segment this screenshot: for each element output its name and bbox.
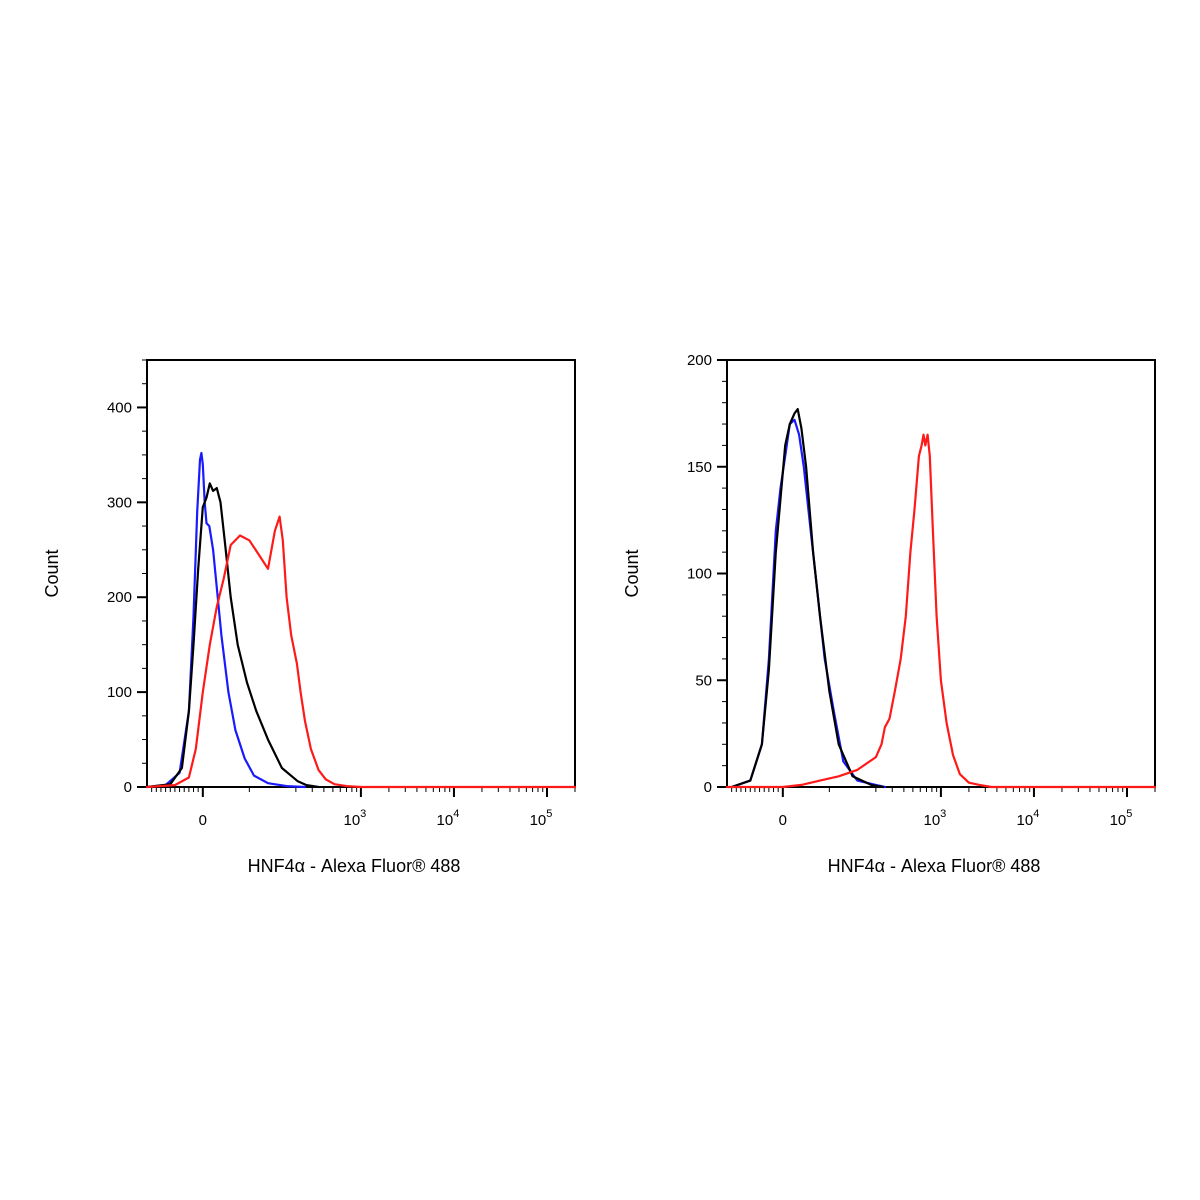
- y-axis-title: Count: [42, 549, 62, 597]
- x-tick-label: 105: [1110, 808, 1133, 829]
- y-tick-label: 100: [107, 684, 132, 701]
- histogram-series-2: [730, 408, 885, 789]
- y-tick-label: 200: [687, 352, 712, 369]
- y-tick-label: 200: [107, 589, 132, 606]
- y-tick-label: 50: [695, 672, 712, 689]
- x-tick-label: 0: [199, 812, 207, 829]
- histogram-series-3: [725, 433, 1157, 789]
- x-tick-label: 104: [437, 808, 460, 829]
- x-axis-title: HNF4α - Alexa Fluor® 488: [248, 856, 461, 876]
- x-tick-label: 104: [1017, 808, 1040, 829]
- y-tick-label: 0: [704, 779, 712, 796]
- y-tick-label: 400: [107, 399, 132, 416]
- y-axis-title: Count: [622, 549, 642, 597]
- x-tick-label: 103: [923, 808, 946, 829]
- histogram-panel-1: 0 100 200 300 400 0 103 104 105 Count HNF4α - Alex…: [42, 359, 577, 876]
- y-tick-label: 0: [124, 779, 132, 796]
- histogram-series-1: [145, 451, 306, 789]
- y-tick-label: 100: [687, 566, 712, 583]
- x-axis-title: HNF4α - Alexa Fluor® 488: [828, 856, 1041, 876]
- plot-frame: [146, 359, 576, 788]
- histogram-series-3: [145, 515, 577, 789]
- x-tick-label: 103: [343, 808, 366, 829]
- histogram-series-1: [730, 418, 886, 789]
- histogram-panel-2: 0 50 100 150 200 0 103 104 105 Count HNF4α - Alexa…: [622, 352, 1157, 876]
- histogram-series-2: [145, 482, 320, 789]
- y-tick-label: 300: [107, 494, 132, 511]
- y-tick-label: 150: [687, 459, 712, 476]
- x-tick-label: 0: [779, 812, 787, 829]
- x-tick-label: 105: [530, 808, 553, 829]
